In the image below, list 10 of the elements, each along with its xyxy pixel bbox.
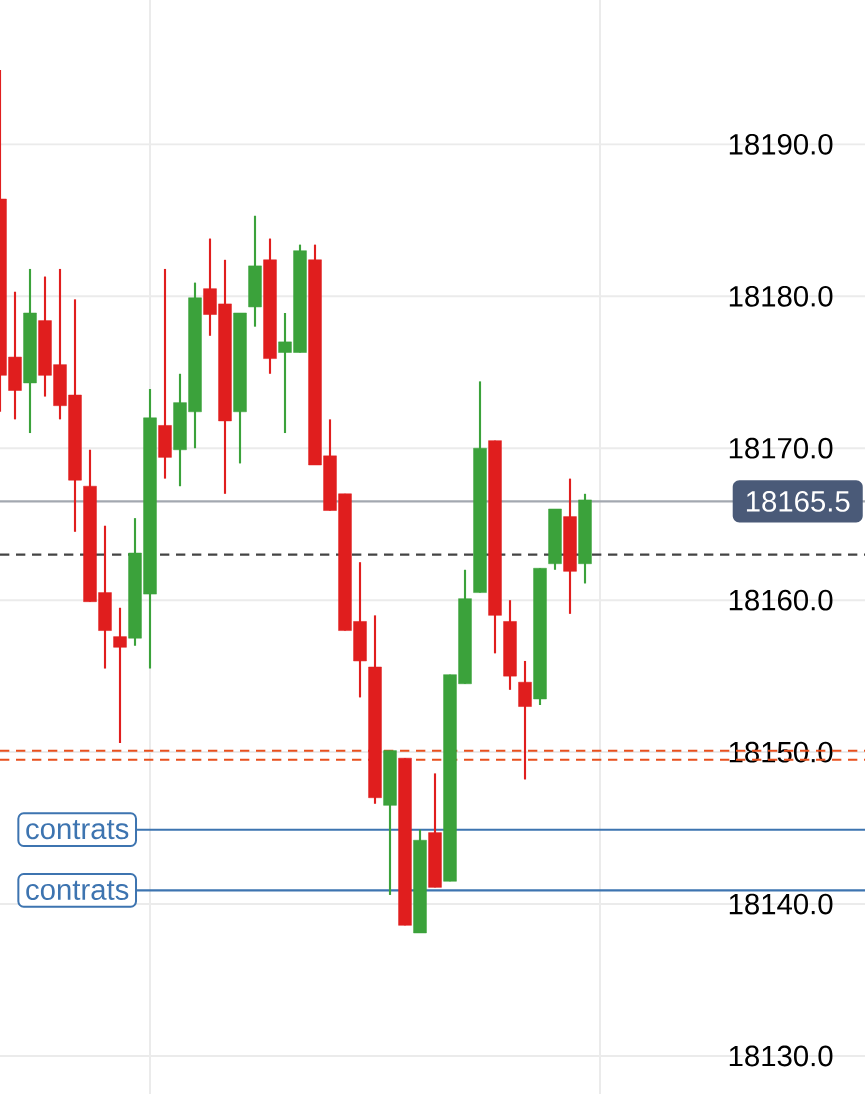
y-tick-label: 18130.0 [729, 1045, 833, 1067]
candlestick [113, 606, 127, 745]
y-tick-label: 18170.0 [729, 437, 833, 459]
y-tick-label: 18180.0 [729, 285, 833, 307]
y-tick-label: 18140.0 [729, 893, 833, 915]
annotation: 18165.5 [746, 491, 850, 512]
ref-line-label: contrats [26, 819, 129, 840]
ref-line-label: contrats [26, 880, 129, 901]
y-tick-label: 18190.0 [729, 133, 833, 155]
y-tick-label: 18160.0 [729, 589, 833, 611]
